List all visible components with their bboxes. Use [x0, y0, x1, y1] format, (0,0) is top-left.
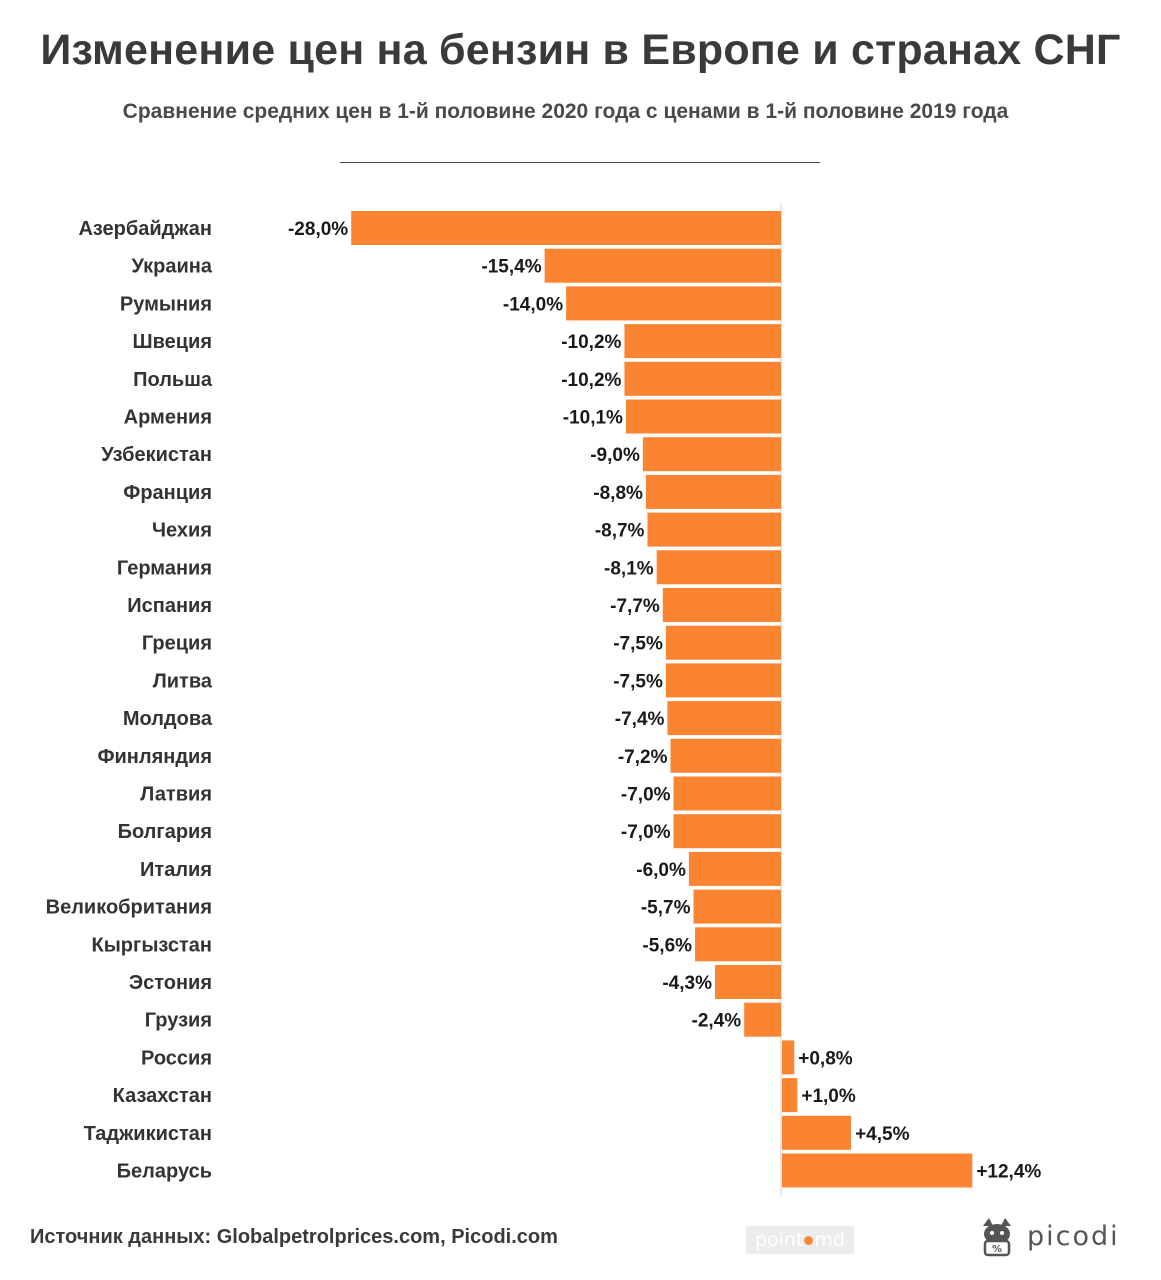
- category-label: Армения: [124, 407, 212, 429]
- pointmd-logo-dot-icon: [804, 1236, 814, 1245]
- bar: [624, 324, 781, 359]
- chart-subtitle: Сравнение средних цен в 1-й половине 202…: [122, 100, 1009, 123]
- category-label: Швеция: [132, 331, 212, 353]
- source-note: Источник данных: Globalpetrolprices.com,…: [30, 1226, 558, 1248]
- data-label: -10,2%: [561, 370, 621, 391]
- data-label: -28,0%: [288, 219, 348, 240]
- bar: [662, 588, 781, 622]
- data-label: +1,0%: [801, 1086, 856, 1107]
- picodi-logo: % picodi: [975, 1210, 1120, 1262]
- category-label: Казахстан: [113, 1085, 212, 1107]
- data-label: -10,1%: [563, 408, 623, 429]
- pointmd-logo-right: md: [814, 1229, 846, 1251]
- bar: [647, 512, 781, 547]
- bar: [544, 248, 781, 283]
- category-label: Эстония: [129, 972, 212, 994]
- category-label: Финляндия: [97, 746, 212, 768]
- data-label: -14,0%: [503, 294, 563, 315]
- category-label: Россия: [141, 1047, 212, 1069]
- category-label: Болгария: [118, 821, 212, 843]
- bar: [782, 1040, 795, 1075]
- data-label: +0,8%: [798, 1048, 853, 1069]
- data-label: +4,5%: [855, 1124, 910, 1145]
- data-label: -7,4%: [615, 709, 665, 730]
- category-label: Франция: [123, 482, 212, 504]
- bar-chart: Азербайджан -28,0% Украина -15,4% Румыния -14…: [46, 203, 1041, 1196]
- category-label: Латвия: [140, 784, 212, 806]
- bar: [714, 965, 781, 999]
- data-label: -8,7%: [595, 521, 645, 542]
- bar: [744, 1002, 781, 1037]
- bar: [782, 1115, 852, 1150]
- category-label: Украина: [131, 256, 212, 278]
- chart-title: Изменение цен на бензин в Европе и стран…: [40, 26, 1121, 74]
- category-label: Литва: [153, 670, 213, 692]
- bar: [665, 625, 781, 660]
- bar: [625, 399, 781, 434]
- category-label: Великобритания: [46, 897, 212, 919]
- data-label: -8,1%: [604, 558, 654, 579]
- data-label: -9,0%: [590, 445, 640, 466]
- bar: [695, 927, 781, 962]
- title-divider: [340, 162, 820, 163]
- data-label: -4,3%: [662, 973, 712, 994]
- category-label: Польша: [133, 369, 213, 391]
- category-label: Чехия: [152, 520, 212, 542]
- data-label: -5,6%: [642, 935, 692, 956]
- bar: [656, 550, 781, 585]
- data-label: -2,4%: [692, 1011, 742, 1032]
- data-label: -10,2%: [561, 332, 621, 353]
- data-label: -7,7%: [610, 596, 660, 617]
- category-label: Грузия: [145, 1010, 212, 1032]
- category-label: Беларусь: [117, 1161, 212, 1183]
- category-label: Греция: [142, 633, 212, 655]
- category-label: Испания: [127, 595, 212, 617]
- data-label: -5,7%: [641, 898, 691, 919]
- bar: [624, 361, 781, 396]
- data-label: -7,2%: [618, 747, 668, 768]
- data-label: -7,0%: [621, 785, 671, 806]
- category-label: Италия: [140, 859, 212, 881]
- pointmd-logo: point md: [746, 1226, 854, 1254]
- svg-text:%: %: [992, 1244, 1002, 1255]
- category-label: Таджикистан: [84, 1123, 212, 1145]
- data-label: -8,8%: [593, 483, 643, 504]
- picodi-logo-text: picodi: [1027, 1220, 1120, 1252]
- bar: [665, 663, 781, 698]
- bar: [673, 814, 781, 849]
- data-label: +12,4%: [976, 1162, 1041, 1183]
- data-label: -7,5%: [613, 671, 663, 692]
- category-label: Кыргызстан: [92, 934, 212, 956]
- pointmd-logo-left: point: [754, 1229, 804, 1251]
- data-label: -15,4%: [481, 257, 541, 278]
- category-label: Узбекистан: [101, 444, 212, 466]
- bar: [642, 437, 781, 472]
- category-label: Молдова: [123, 708, 213, 730]
- data-label: -7,0%: [621, 822, 671, 843]
- picodi-mascot-icon: %: [983, 1218, 1011, 1257]
- bar: [667, 701, 781, 736]
- bar: [693, 889, 781, 924]
- data-label: -7,5%: [613, 634, 663, 655]
- category-label: Германия: [117, 557, 212, 579]
- bar: [670, 738, 781, 773]
- bar: [688, 851, 781, 886]
- bar: [782, 1153, 973, 1188]
- category-label: Азербайджан: [78, 218, 212, 240]
- bar: [645, 474, 781, 509]
- bar: [673, 776, 781, 811]
- bar: [566, 286, 781, 321]
- category-label: Румыния: [120, 293, 212, 315]
- bar: [351, 211, 781, 245]
- data-label: -6,0%: [636, 860, 686, 881]
- bar: [782, 1078, 798, 1113]
